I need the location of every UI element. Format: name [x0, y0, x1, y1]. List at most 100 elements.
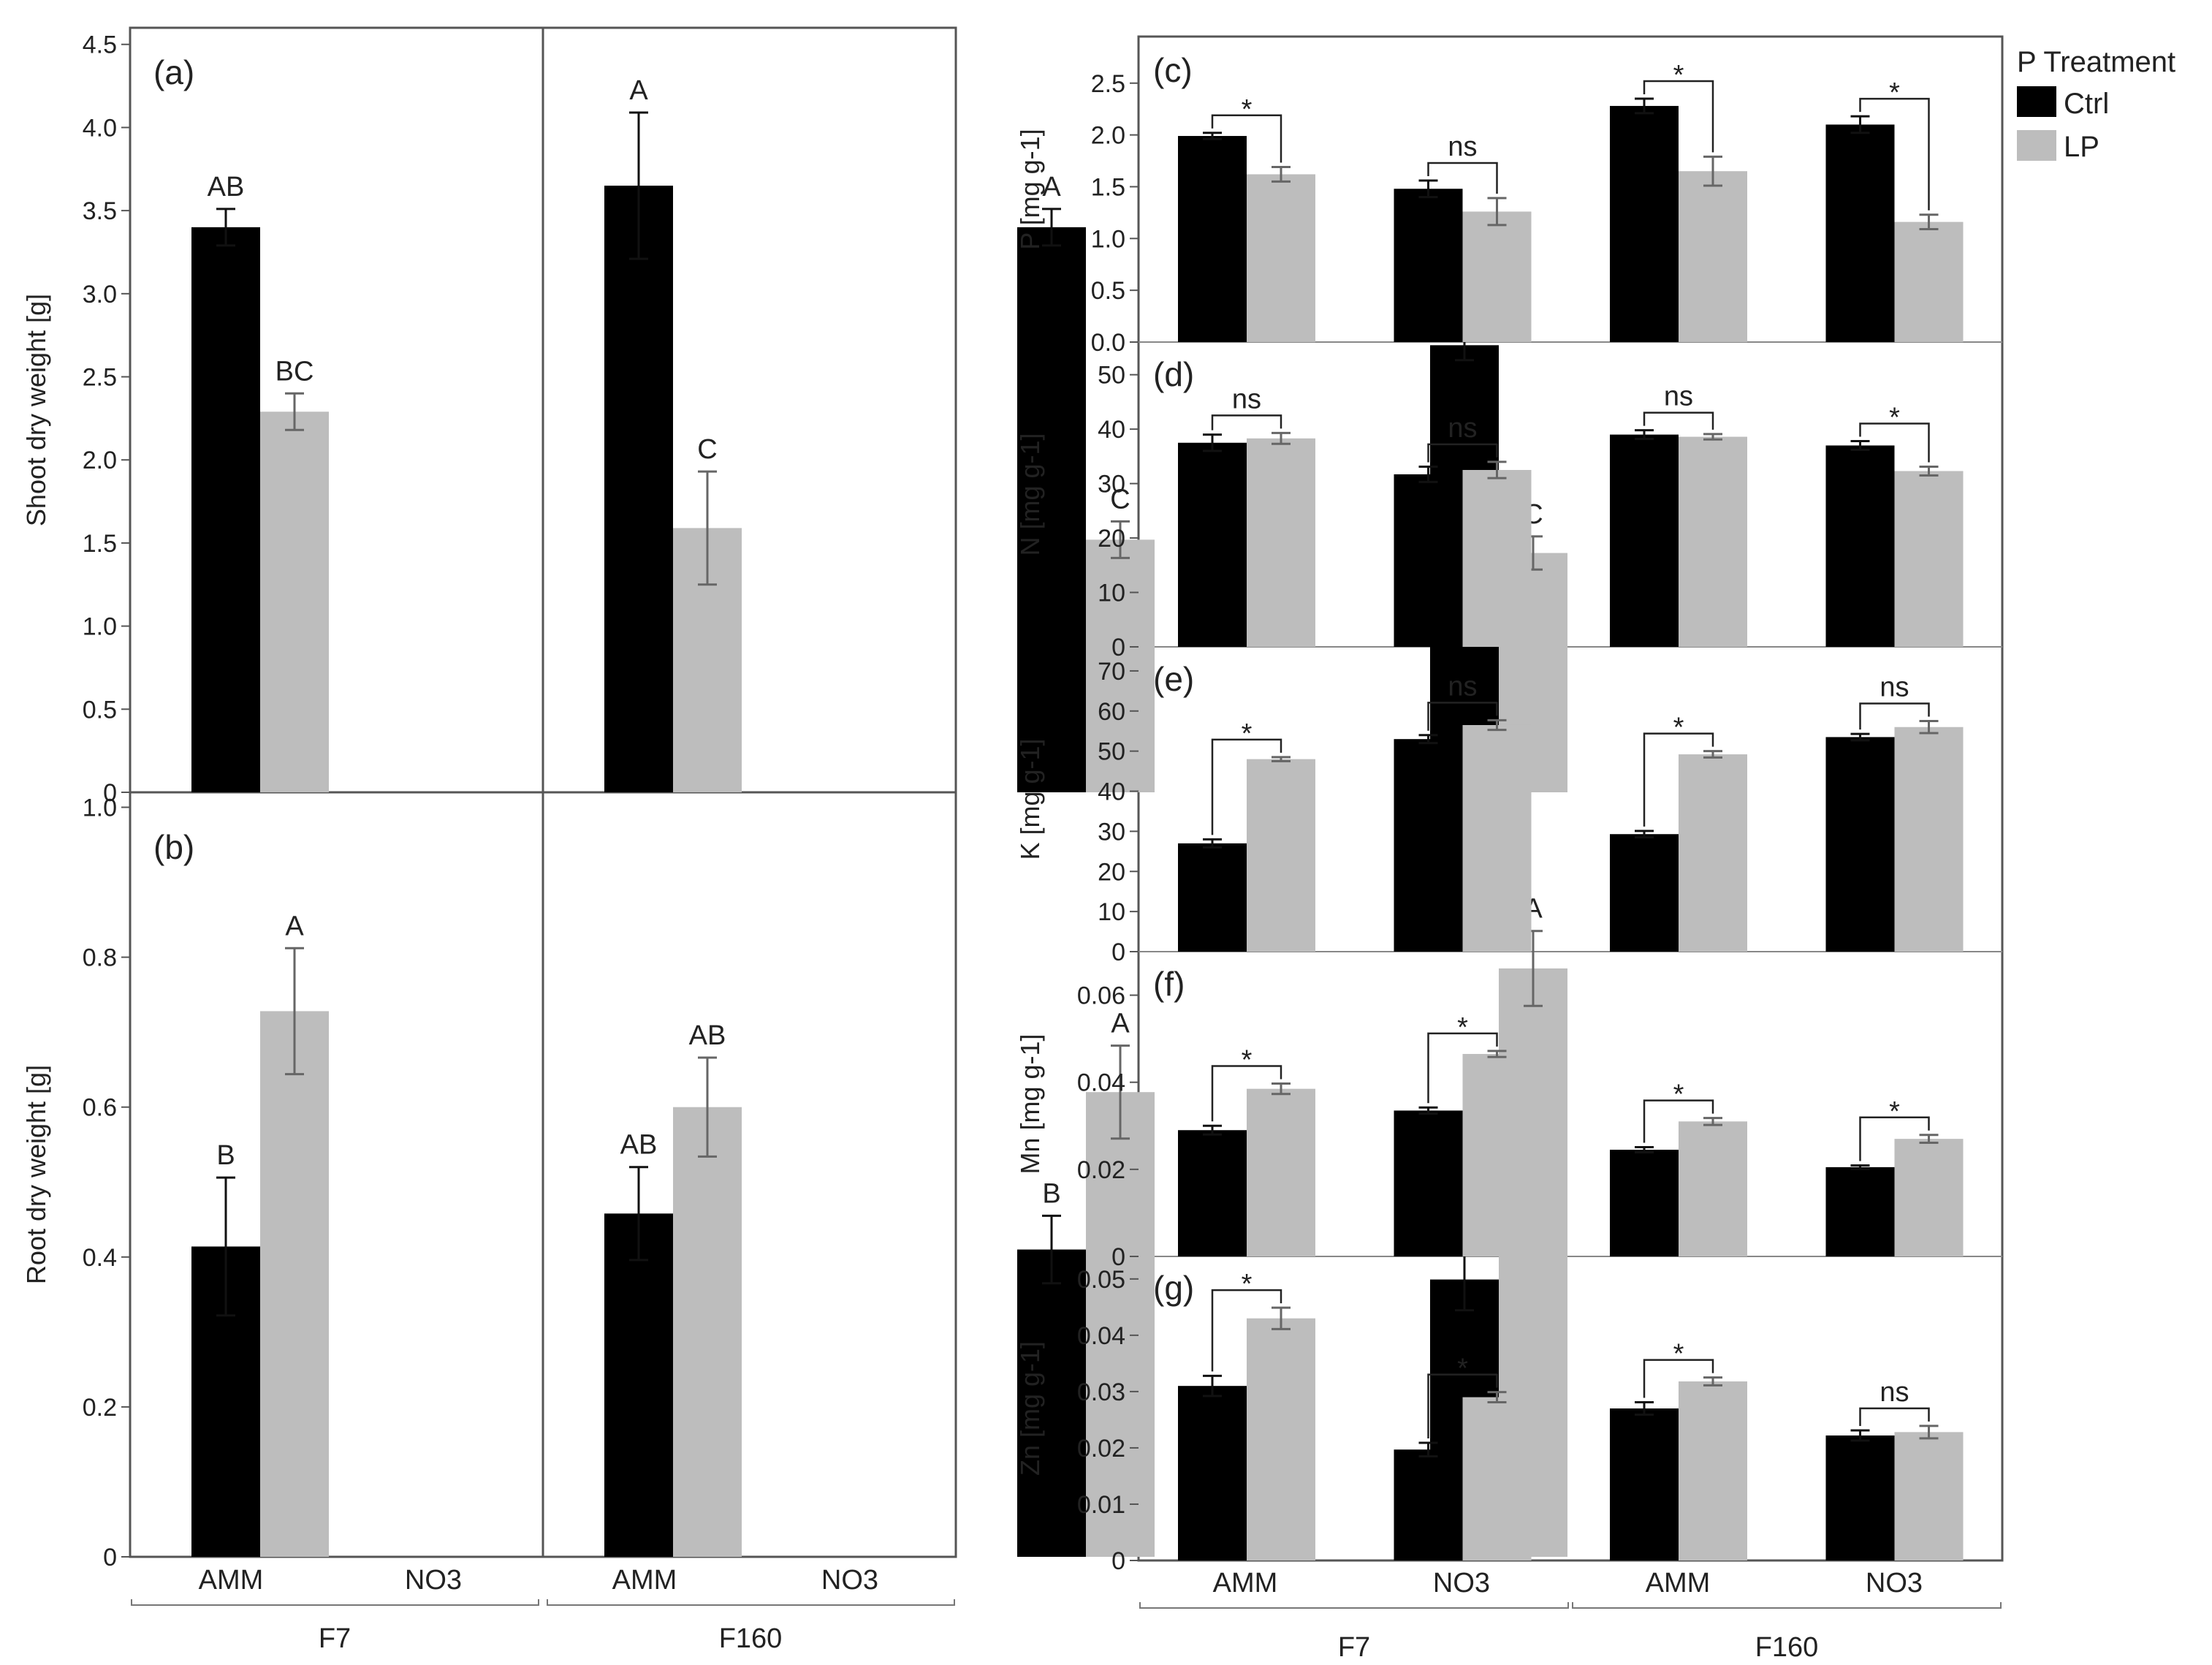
significance-bracket: [1211, 738, 1282, 835]
significance-label: ns: [1448, 671, 1477, 702]
letter-label: A: [629, 75, 648, 106]
right-x-axis: AMM NO3 AMM NO3 F7 F160: [1139, 1568, 2002, 1663]
legend-label-lp: LP: [2064, 131, 2099, 163]
bar-lp: [1894, 727, 1964, 952]
bar-ctrl: [1017, 227, 1086, 792]
y-axis-label: K [mg g-1]: [1015, 738, 1045, 860]
significance-label: *: [1242, 718, 1253, 749]
y-tick-label: 0.6: [83, 1094, 117, 1122]
significance-bracket: [1643, 1099, 1714, 1143]
panel-label: (g): [1153, 1269, 1194, 1307]
y-tick-label: 0: [103, 1544, 117, 1571]
bar-ctrl: [1610, 834, 1679, 952]
bar-lp: [1247, 438, 1315, 647]
y-tick-label: 70: [1098, 658, 1125, 686]
y-tick-label: 0.03: [1077, 1378, 1125, 1406]
significance-bracket: [1859, 1407, 1930, 1427]
y-tick-label: 20: [1098, 525, 1125, 553]
significance-label: ns: [1448, 413, 1477, 444]
significance-bracket: [1859, 1116, 1930, 1161]
right-category-label: NO3: [1433, 1568, 1490, 1598]
right-group-label-f7: F7: [1338, 1632, 1370, 1663]
right-group-bracket-f7: [1139, 1602, 1569, 1609]
significance-label: *: [1673, 1339, 1684, 1370]
panel-label: (b): [153, 828, 194, 866]
y-tick-label: 1.0: [83, 794, 117, 822]
bar-lp: [1894, 1139, 1964, 1256]
bar-ctrl: [1825, 124, 1895, 342]
bar-lp: [260, 411, 329, 792]
left-group-label-f160: F160: [719, 1623, 783, 1654]
bar-lp: [1679, 1121, 1747, 1256]
significance-bracket: [1211, 114, 1282, 163]
bar-lp: [1894, 471, 1964, 647]
right-category-label: AMM: [1646, 1568, 1711, 1598]
y-tick-label: 0.02: [1077, 1156, 1125, 1184]
letter-label: C: [1110, 484, 1130, 515]
significance-bracket: [1643, 1359, 1714, 1398]
legend-swatch-lp: [2017, 130, 2056, 161]
bar-lp: [1086, 539, 1155, 792]
bar-ctrl: [1610, 434, 1679, 647]
letter-label: AB: [208, 172, 245, 202]
y-tick-label: 40: [1098, 416, 1125, 444]
significance-label: *: [1673, 713, 1684, 743]
significance-label: *: [1673, 1080, 1684, 1110]
y-tick-label: 50: [1098, 738, 1125, 766]
panel-label: (f): [1153, 965, 1185, 1003]
y-tick-label: 2.0: [83, 447, 117, 474]
y-tick-label: 3.0: [83, 281, 117, 308]
significance-label: *: [1889, 1096, 1900, 1127]
y-tick-label: 0.01: [1077, 1491, 1125, 1519]
y-tick-label: 0.5: [1091, 277, 1125, 305]
left-category-label: NO3: [821, 1565, 878, 1596]
y-tick-label: 30: [1098, 471, 1125, 498]
y-tick-label: 0.02: [1077, 1435, 1125, 1463]
y-tick-label: 1.0: [83, 613, 117, 641]
bar-lp: [1679, 1381, 1747, 1560]
y-tick-label: 0.06: [1077, 982, 1125, 1010]
bar-ctrl: [1394, 189, 1463, 342]
y-tick-label: 0: [1111, 1547, 1125, 1575]
bar-ctrl: [1178, 136, 1247, 343]
right-group-bracket-f160: [1572, 1602, 2002, 1609]
panel-b-root-dry-weight: 0 0.2 0.4 0.6 0.8 1.0 Root dry weight [g] (b) B A…: [21, 794, 1567, 1571]
significance-label: ns: [1448, 132, 1477, 162]
y-tick-label: 10: [1098, 898, 1125, 926]
bar-lp: [1247, 759, 1315, 952]
panel-label: (a): [153, 53, 194, 91]
right-category-label: NO3: [1866, 1568, 1923, 1598]
y-axis-label: P [mg g-1]: [1015, 129, 1045, 249]
right-group-label-f160: F160: [1755, 1632, 1819, 1663]
significance-label: *: [1457, 1012, 1468, 1043]
significance-bracket: [1427, 1032, 1498, 1104]
bar-ctrl: [191, 227, 260, 792]
letter-label: A: [1042, 172, 1061, 202]
bar-lp: [1462, 469, 1532, 647]
significance-bracket: [1427, 443, 1498, 463]
right-category-label: AMM: [1213, 1568, 1278, 1598]
significance-label: *: [1889, 77, 1900, 108]
significance-label: ns: [1880, 1377, 1909, 1408]
bar-lp: [260, 1011, 329, 1557]
y-axis-label: Shoot dry weight [g]: [21, 294, 51, 526]
bar-ctrl: [1825, 445, 1895, 647]
significance-bracket: [1211, 414, 1282, 431]
bar-lp: [1247, 1088, 1315, 1256]
significance-bracket: [1643, 732, 1714, 827]
y-tick-label: 2.5: [1091, 70, 1125, 98]
panel-label: (e): [1153, 660, 1194, 698]
bar-ctrl: [1394, 739, 1463, 952]
y-tick-label: 0: [1111, 634, 1125, 661]
significance-bracket: [1427, 162, 1498, 194]
y-tick-label: 0.05: [1077, 1266, 1125, 1294]
bar-ctrl: [1610, 1408, 1679, 1560]
y-tick-label: 1.5: [1091, 173, 1125, 201]
bar-ctrl: [1394, 1110, 1463, 1256]
left-group-bracket-f160: [547, 1599, 955, 1606]
legend-label-ctrl: Ctrl: [2064, 88, 2109, 120]
left-category-label: NO3: [405, 1565, 462, 1596]
y-tick-label: 0: [1111, 1243, 1125, 1271]
y-axis-label: Mn [mg g-1]: [1015, 1033, 1045, 1174]
